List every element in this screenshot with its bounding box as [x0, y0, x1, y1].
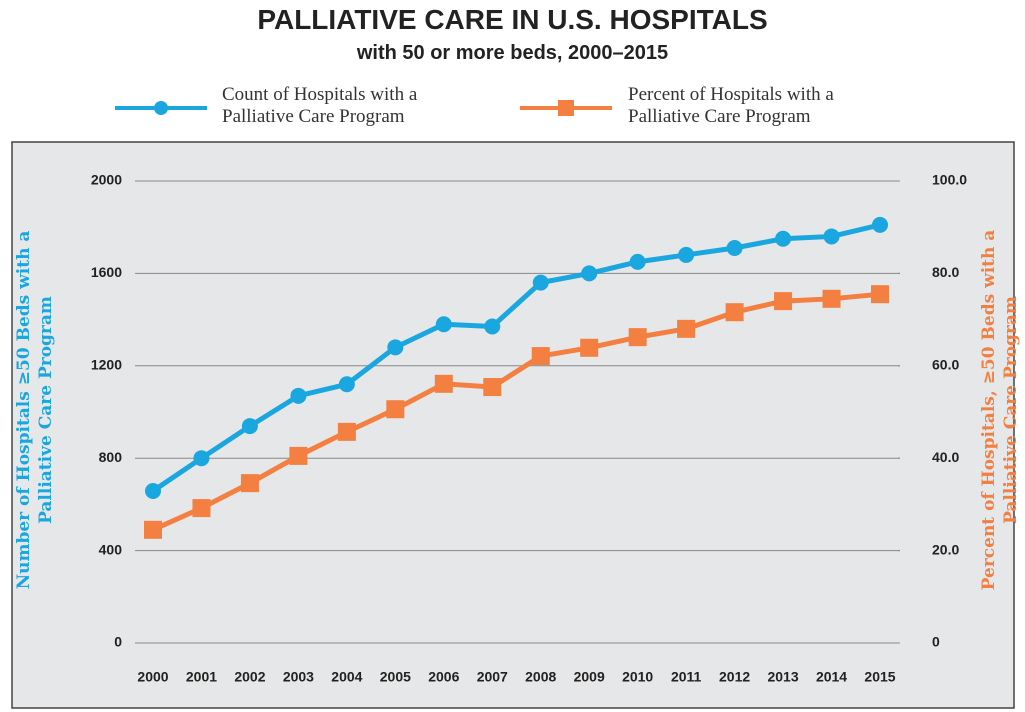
y2-tick-label: 40.0 — [932, 449, 959, 465]
data-point — [241, 418, 258, 435]
data-point — [774, 292, 793, 311]
data-point — [629, 253, 646, 270]
x-tick-label: 2004 — [331, 669, 362, 685]
data-point — [337, 422, 356, 441]
data-point — [725, 303, 744, 322]
plot-background — [11, 141, 1015, 709]
data-point — [726, 239, 743, 256]
data-point — [387, 339, 404, 356]
data-point — [872, 216, 888, 233]
data-point — [338, 376, 355, 393]
data-point — [822, 289, 841, 308]
legend-marker — [154, 101, 168, 115]
x-tick-label: 2007 — [477, 669, 508, 685]
data-point — [677, 319, 696, 338]
legend-label: Count of Hospitals with a Palliative Car… — [222, 84, 418, 127]
data-point — [240, 474, 259, 493]
y2-tick-label: 100.0 — [932, 172, 967, 188]
x-tick-label: 2002 — [234, 669, 265, 685]
x-tick-label: 2009 — [574, 669, 605, 685]
y-tick-label: 2000 — [91, 172, 122, 188]
data-point — [192, 499, 211, 518]
x-tick-label: 2003 — [283, 669, 314, 685]
data-point — [290, 387, 307, 404]
data-point — [435, 316, 452, 333]
y-tick-label: 1200 — [91, 357, 122, 373]
data-point — [386, 400, 405, 419]
y2-tick-label: 0 — [932, 634, 940, 650]
data-point — [871, 285, 889, 304]
data-point — [289, 446, 308, 465]
data-point — [434, 374, 453, 393]
y-tick-label: 400 — [99, 541, 123, 557]
data-point — [775, 230, 792, 247]
legend-label: Percent of Hospitals with a Palliative C… — [628, 84, 834, 127]
x-tick-label: 2005 — [380, 669, 411, 685]
data-point — [581, 265, 598, 282]
y-tick-label: 1600 — [91, 264, 122, 280]
x-tick-label: 2013 — [767, 669, 798, 685]
data-point — [678, 246, 695, 263]
y2-tick-label: 80.0 — [932, 264, 959, 280]
data-point — [532, 274, 549, 291]
x-tick-label: 2010 — [622, 669, 653, 685]
y2-tick-label: 60.0 — [932, 357, 959, 373]
x-tick-label: 2001 — [186, 669, 217, 685]
y-tick-label: 800 — [99, 449, 123, 465]
x-tick-label: 2015 — [864, 669, 895, 685]
y-axis-label: Number of Hospitals ≥50 Beds with a Pall… — [14, 230, 56, 590]
y-tick-label: 0 — [114, 634, 122, 650]
x-tick-label: 2000 — [137, 669, 168, 685]
x-tick-label: 2014 — [816, 669, 847, 685]
x-tick-label: 2011 — [671, 669, 702, 685]
data-point — [484, 318, 501, 335]
data-point — [580, 338, 599, 357]
chart-subtitle: with 50 or more beds, 2000–2015 — [356, 42, 669, 64]
series-line — [151, 291, 881, 533]
x-tick-label: 2012 — [719, 669, 750, 685]
data-point — [823, 228, 840, 245]
chart-title: PALLIATIVE CARE IN U.S. HOSPITALS — [257, 4, 768, 35]
data-point — [193, 450, 210, 467]
data-point — [531, 347, 550, 366]
data-point — [145, 483, 161, 500]
data-point — [628, 328, 647, 347]
data-point — [144, 520, 162, 539]
x-tick-label: 2008 — [525, 669, 556, 685]
legend-marker — [558, 100, 574, 116]
series-line — [151, 222, 881, 494]
data-point — [483, 378, 502, 397]
y2-tick-label: 20.0 — [932, 541, 959, 557]
y2-axis-label: Percent of Hospitals, ≥50 Beds with a Pa… — [979, 229, 1021, 591]
x-tick-label: 2006 — [428, 669, 459, 685]
